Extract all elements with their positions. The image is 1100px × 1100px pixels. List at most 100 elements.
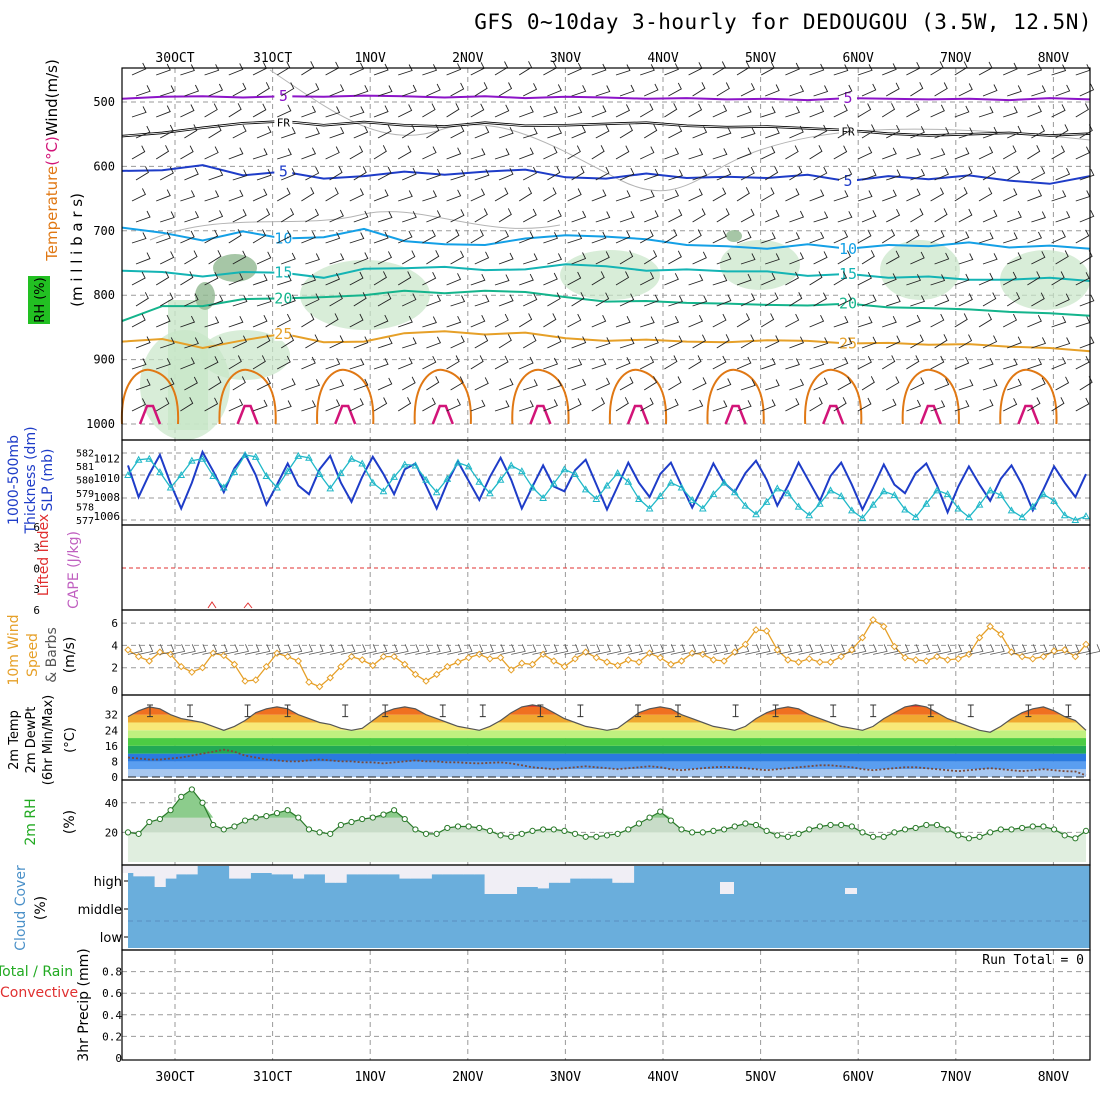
wind-speed-marker (305, 678, 313, 686)
slp-marker (518, 467, 526, 475)
axis-label-part: Thickness (dm) (23, 426, 39, 534)
rh-marker (241, 817, 249, 824)
wind-barb (736, 147, 752, 160)
thickness-tick-label: 581 (76, 462, 94, 473)
rh-marker (188, 786, 195, 793)
wind-barb (446, 229, 460, 244)
wind-barb (906, 399, 922, 412)
wind-barb (692, 208, 706, 223)
rh-marker (433, 830, 440, 837)
wind-barb (885, 208, 901, 223)
axis-label: (m i l l i b a r s) (68, 193, 86, 307)
wind-barb (131, 313, 146, 328)
wind-barb (208, 250, 222, 265)
high-cloud-gap (527, 866, 539, 887)
wind-speed-marker (688, 649, 696, 657)
wind-barb (305, 293, 320, 307)
slp-marker (188, 456, 196, 464)
wind-barb (252, 399, 268, 412)
wind-barb (450, 335, 465, 349)
wind-barb (1027, 63, 1043, 76)
wind-barb (785, 271, 799, 286)
wind-speed-marker (337, 662, 345, 671)
wind-barb (208, 83, 224, 97)
wind-barb (688, 62, 703, 76)
wind-barb (156, 358, 171, 370)
wind-speed-marker (454, 658, 462, 666)
wind-barb (736, 231, 752, 244)
wind-barb (494, 355, 509, 370)
wind-speed-marker (294, 657, 303, 665)
wind-barb (954, 400, 970, 412)
wind-barb (349, 188, 364, 202)
wind-barb (668, 169, 683, 181)
contour-label: 20 (274, 289, 292, 307)
axis-label-part: 2m RH (23, 798, 39, 845)
high-cloud-gap (601, 866, 613, 879)
temp-minmax-whisker (635, 704, 641, 718)
slp-marker (1071, 515, 1080, 523)
wind-barb (736, 356, 752, 370)
contour-label: 5 (279, 163, 288, 181)
wind-barb (450, 209, 465, 223)
rh-marker (1061, 832, 1068, 839)
wind-speed-marker (262, 662, 271, 671)
wind-barb (450, 82, 465, 97)
wind-barb (1007, 210, 1022, 223)
wind-barb (906, 103, 920, 118)
wind-barb (377, 292, 392, 307)
axis-label-part: (m i l l i b a r s) (68, 193, 86, 307)
date-label-top: 6NOV (843, 51, 874, 66)
wind-barb (761, 106, 776, 118)
rh-shading (1000, 250, 1090, 310)
rh-marker (401, 815, 408, 823)
wind-barb (543, 232, 559, 244)
wind-barb (833, 357, 849, 370)
slp-marker (156, 468, 164, 476)
rh-marker (1040, 823, 1047, 830)
high-cloud-gap (622, 866, 635, 883)
wind-speed-marker (890, 642, 899, 651)
wind-barb (349, 145, 364, 160)
wind-barb (131, 145, 146, 160)
wind-barb (837, 167, 853, 181)
wind-barb (305, 334, 319, 349)
slp-marker (1007, 506, 1016, 514)
slp-marker (933, 486, 941, 494)
wind-barb (567, 62, 582, 76)
slp-marker (805, 511, 814, 519)
wind-barb (184, 337, 199, 349)
wind-barb (1079, 294, 1095, 307)
rh-marker (210, 821, 217, 829)
wind-barb-10m (372, 644, 388, 655)
wind-barb (644, 168, 659, 181)
wind-barb (906, 314, 921, 328)
wind-barb (789, 336, 805, 349)
slp-marker (315, 470, 324, 478)
wind-barb (978, 187, 993, 202)
wind-speed-marker (752, 626, 760, 634)
wind-barb-10m (979, 644, 995, 655)
wind-barb (204, 356, 219, 370)
wind-barb (277, 148, 292, 160)
wind-speed-marker (124, 646, 132, 654)
wind-barb-10m (819, 644, 835, 655)
wind-barb (619, 337, 635, 349)
wind-speed-marker (401, 660, 409, 669)
wind-barb (523, 379, 538, 391)
rh-marker (284, 807, 291, 814)
wind-barb-10m (1075, 644, 1090, 655)
wind-barb (906, 274, 922, 286)
rh-shading-dark (726, 230, 742, 242)
cloud-level-label: low (100, 931, 123, 946)
wind-speed-marker (390, 652, 398, 661)
wind-barb (881, 355, 896, 370)
wind-barb (930, 230, 945, 244)
slp-marker (986, 486, 995, 494)
slp-marker (1060, 511, 1069, 519)
slp-marker (549, 479, 558, 487)
wind-barb (498, 334, 512, 349)
wind-barb-10m (553, 644, 569, 655)
wind-barb (426, 168, 442, 181)
wind-barb-10m (500, 644, 516, 655)
